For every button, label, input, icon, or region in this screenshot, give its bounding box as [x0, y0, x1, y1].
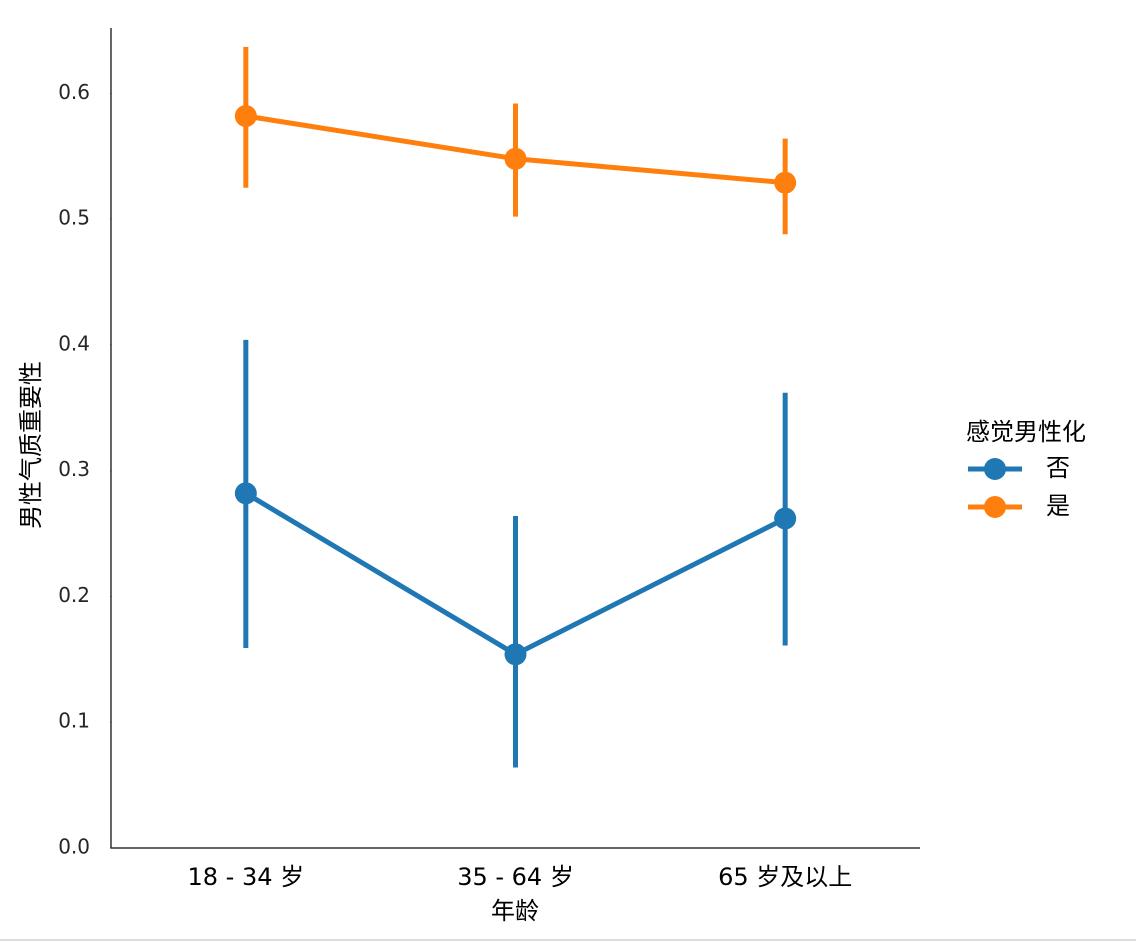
x-tick-label: 65 岁及以上 [718, 863, 852, 891]
legend-title: 感觉男性化 [966, 418, 1086, 446]
y-tick-label: 0.3 [58, 457, 90, 481]
x-axis-label: 年龄 [491, 897, 539, 925]
legend-marker [984, 496, 1006, 518]
y-tick-label: 0.2 [58, 583, 90, 607]
point [504, 643, 527, 666]
legend-label: 是 [1046, 492, 1070, 520]
x-tick-label: 18 - 34 岁 [188, 863, 305, 891]
y-tick-label: 0.1 [58, 709, 90, 733]
y-tick-label: 0.0 [58, 835, 90, 859]
point [234, 482, 257, 505]
y-axis-label: 男性气质重要性 [17, 361, 45, 529]
point [774, 507, 797, 530]
y-tick-label: 0.6 [58, 80, 90, 104]
point [234, 105, 257, 128]
legend-label: 否 [1046, 454, 1070, 482]
y-tick-label: 0.4 [58, 331, 90, 355]
point [774, 171, 797, 194]
x-tick-label: 35 - 64 岁 [457, 863, 574, 891]
legend-marker [984, 458, 1006, 480]
y-tick-label: 0.5 [58, 206, 90, 230]
point [504, 147, 527, 170]
